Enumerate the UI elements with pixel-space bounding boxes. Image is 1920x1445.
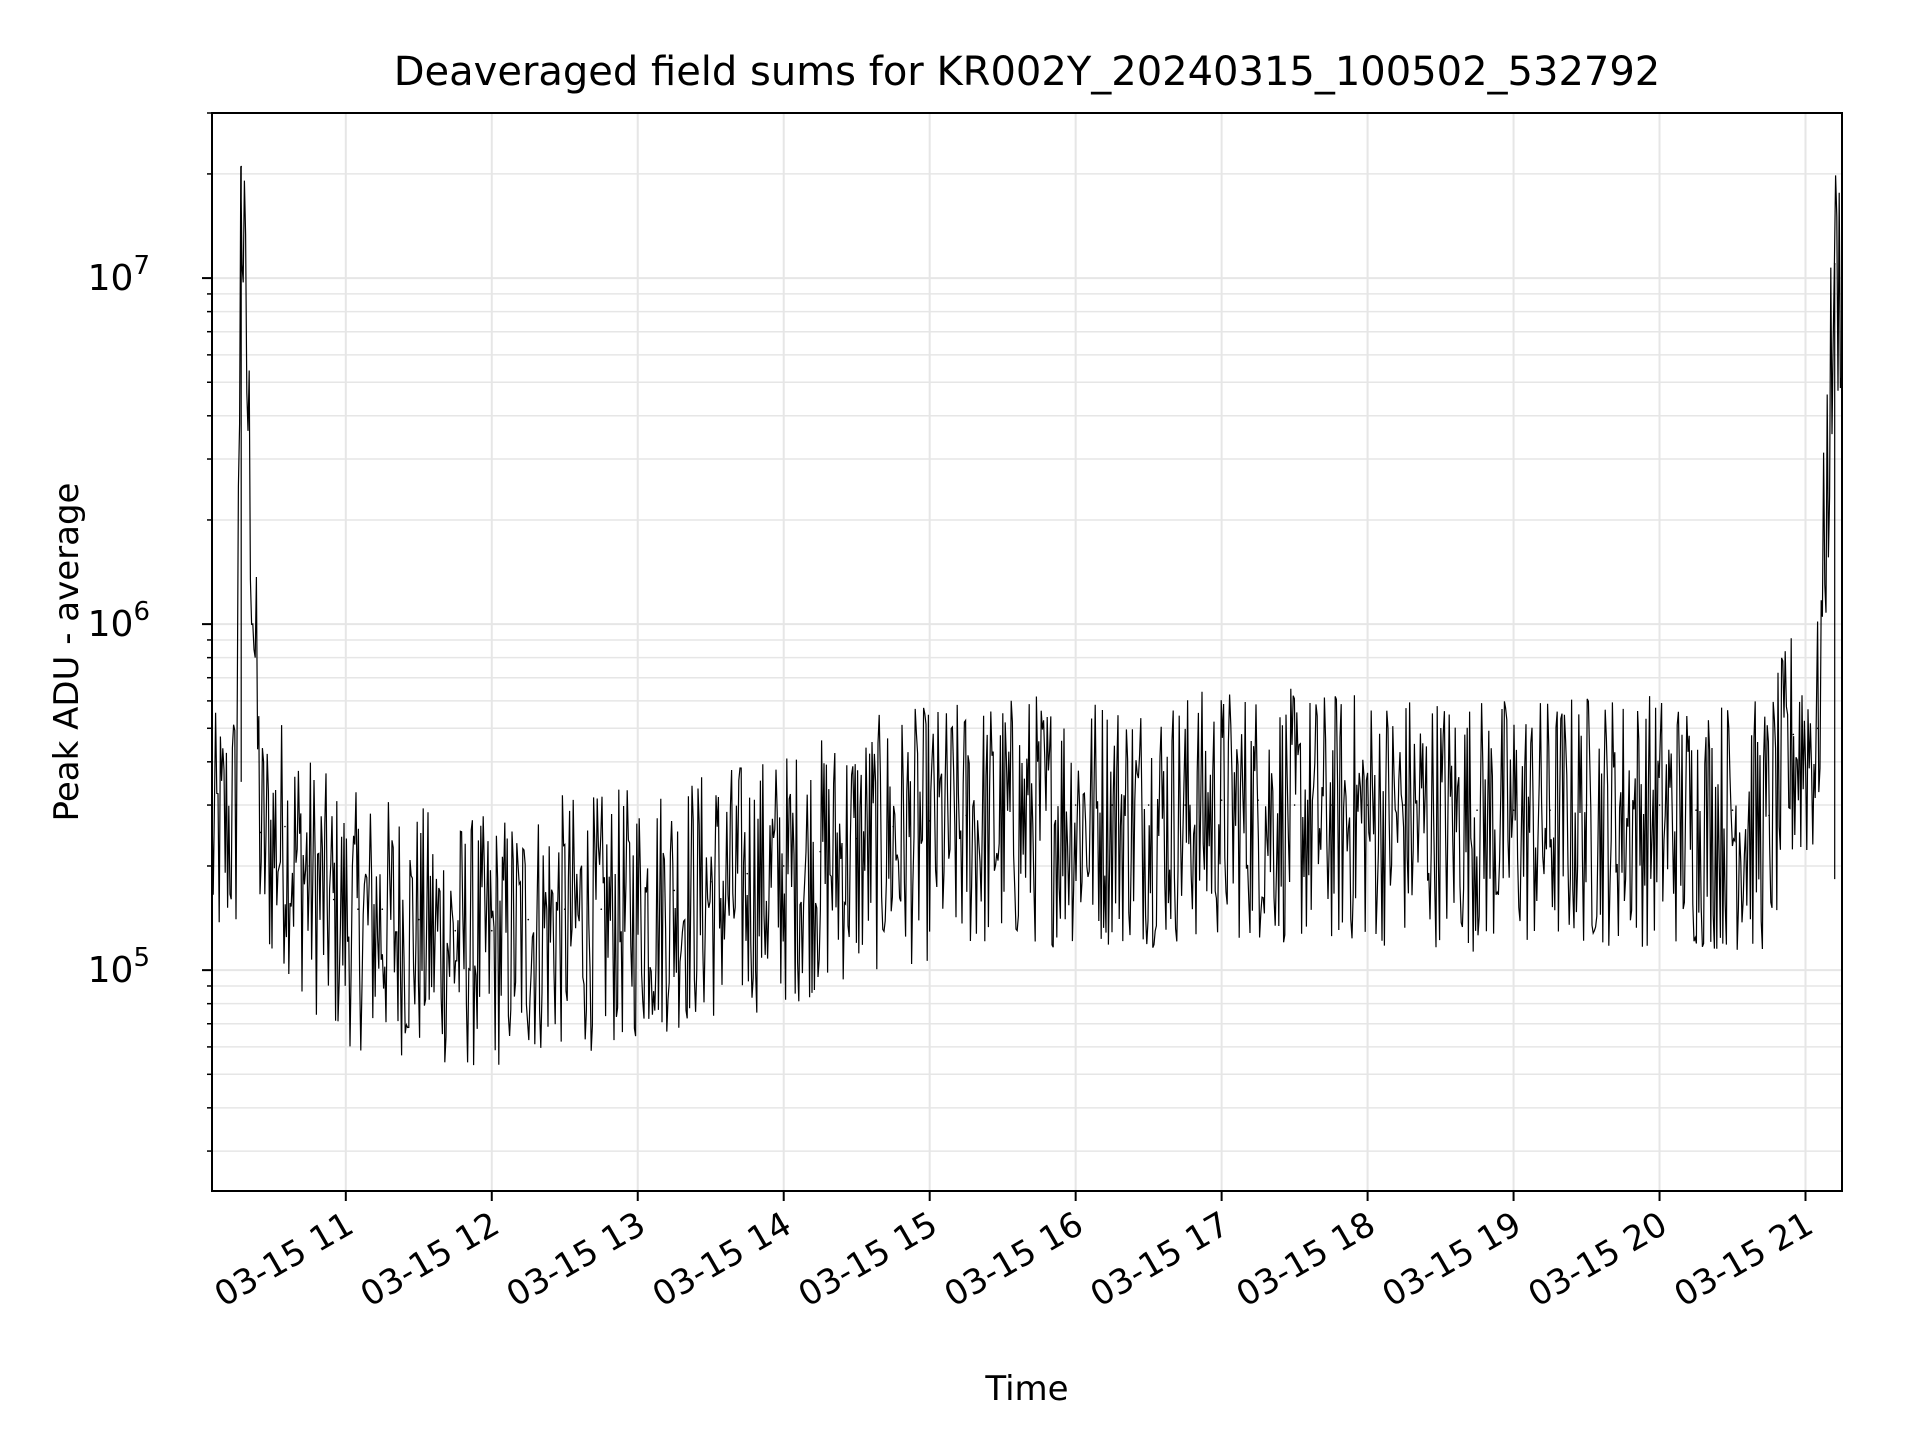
data-point [332,898,335,901]
data-point [1439,804,1442,806]
data-point [1731,809,1734,811]
y-axis-label: Peak ADU - average [47,483,87,822]
data-point [1111,804,1113,806]
data-point [928,820,931,822]
data-point [454,929,457,932]
data-point [284,825,286,828]
data-point [1622,804,1624,806]
data-point [1816,727,1819,730]
data-point [1257,799,1259,801]
plot-frame [211,112,1843,1192]
data-point [1366,804,1369,806]
data-point [1792,733,1795,736]
data-point [673,889,676,892]
data-point [1403,804,1405,806]
data-point [490,929,493,932]
data-point [1001,809,1004,811]
data-point [855,837,858,840]
data-point [1695,809,1697,811]
data-point [1658,804,1661,806]
data-point [240,165,242,168]
y-tick-label: 105 [88,943,150,991]
series-line [211,166,1843,1066]
data-point [1512,809,1515,811]
data-point [1833,262,1836,265]
data-point [308,865,311,867]
data-point [1147,804,1150,806]
data-point [1330,804,1332,806]
data-point [709,881,712,883]
data-point [782,865,785,867]
data-point [417,918,420,921]
x-axis-label: Time [984,1369,1068,1409]
chart-title: Deaveraged field sums for KR002Y_2024031… [394,49,1661,95]
data-point [965,814,967,817]
data-point [1293,804,1296,806]
data-point [1585,804,1588,806]
y-tick-label: 106 [88,597,150,645]
series-area [211,165,1843,1066]
data-point [819,850,822,853]
data-point [892,825,894,828]
data-point [1184,804,1186,806]
data-point [636,898,639,901]
data-point [563,908,566,911]
data-point [1768,814,1770,817]
y-tick-label: 107 [88,251,150,299]
data-point [1476,809,1478,811]
data-point [1220,799,1223,801]
data-point [381,908,384,911]
data-point [746,872,749,875]
data-point [357,908,359,911]
grid [212,112,1842,1191]
data-point [1038,804,1040,806]
data-point [527,918,530,921]
data-point [1549,809,1551,811]
data-point [600,908,603,911]
data-point [259,831,262,834]
data-point [1074,804,1077,806]
data-point [235,804,238,806]
